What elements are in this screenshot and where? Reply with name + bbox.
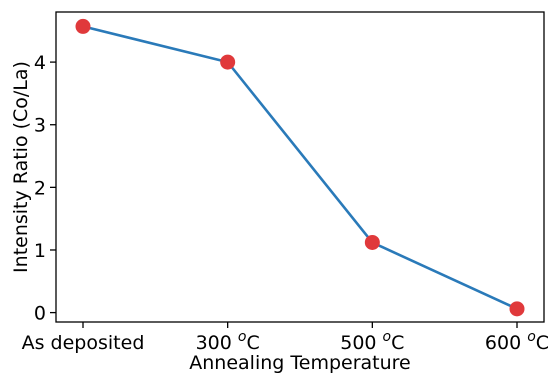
y-tick-label: 0 <box>34 303 46 325</box>
x-axis: As deposited 300 oC 500 oC 600 oC <box>22 322 549 354</box>
y-axis-label: Intensity Ratio (Co/La) <box>10 61 32 273</box>
y-tick-label: 1 <box>34 240 46 262</box>
data-point <box>364 234 380 250</box>
x-tick-label-degree: o <box>383 329 392 345</box>
x-tick-label-unit: C <box>391 332 404 354</box>
plot-frame <box>55 11 545 323</box>
x-axis-label: Annealing Temperature <box>189 352 410 374</box>
x-tick-label: As deposited <box>22 332 145 354</box>
x-tick-label: 300 oC <box>196 329 260 354</box>
y-tick-label: 3 <box>34 115 46 137</box>
x-tick-label-text: 300 <box>196 332 238 354</box>
data-point <box>220 54 236 70</box>
x-tick-label: 500 oC <box>340 329 404 354</box>
x-tick-label: 600 oC <box>485 329 549 354</box>
x-tick-label-text: As deposited <box>22 332 145 354</box>
x-tick-label-degree: o <box>527 329 536 345</box>
y-axis: 0 1 2 3 4 <box>34 52 56 325</box>
x-tick-label-unit: C <box>246 332 259 354</box>
x-tick-label-text: 500 <box>340 332 382 354</box>
data-point <box>75 18 91 34</box>
x-tick-label-degree: o <box>238 329 247 345</box>
x-tick-label-text: 600 <box>485 332 527 354</box>
x-tick-label-unit: C <box>536 332 549 354</box>
data-point <box>509 301 525 317</box>
series-markers <box>75 18 525 317</box>
y-tick-label: 2 <box>34 177 46 199</box>
series-line <box>82 25 518 310</box>
y-tick-label: 4 <box>34 52 46 74</box>
